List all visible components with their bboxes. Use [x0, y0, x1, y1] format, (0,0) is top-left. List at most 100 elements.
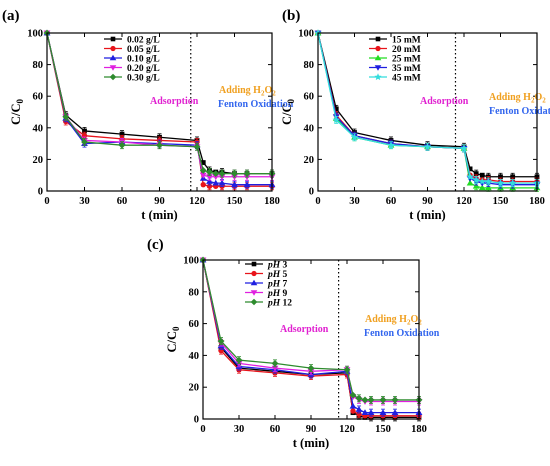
legend-marker [250, 279, 258, 286]
x-tick-label: 150 [227, 196, 243, 207]
annotation-adsorption: Adsorption [420, 96, 469, 107]
data-point [460, 144, 468, 152]
data-point [199, 167, 207, 174]
data-point [200, 181, 206, 188]
data-point [212, 174, 220, 181]
data-point [355, 394, 363, 402]
data-point [199, 172, 207, 179]
legend-label: pH 9 [267, 289, 288, 299]
data-point [243, 170, 251, 178]
plot-frame [46, 32, 273, 192]
x-tick-label: 120 [189, 196, 205, 207]
data-point [379, 409, 387, 416]
legend-marker [251, 270, 257, 277]
data-point [466, 172, 474, 180]
panel-label: (c) [147, 237, 164, 253]
legend-label: 35 mM [392, 64, 421, 74]
data-point [484, 177, 493, 185]
legend-marker [375, 36, 381, 42]
data-point [333, 106, 339, 112]
y-tick-label: 20 [304, 155, 315, 166]
data-point [271, 359, 279, 367]
x-axis-label: t (min) [141, 208, 177, 222]
legend-marker [109, 65, 117, 71]
x-tick-label: 30 [349, 196, 360, 207]
data-point [212, 179, 220, 186]
legend-marker [110, 36, 116, 42]
legend-label: 0.02 g/L [127, 35, 160, 45]
legend-marker [251, 261, 257, 267]
data-point [350, 408, 356, 414]
data-point [391, 409, 399, 416]
x-tick-label: 120 [456, 196, 472, 207]
data-point [467, 166, 473, 172]
legend: 0.02 g/L0.05 g/L0.10 g/L0.20 g/L0.30 g/L [104, 35, 160, 83]
data-point [349, 391, 357, 399]
legend-label: 0.30 g/L [127, 73, 160, 83]
x-tick-label: 0 [315, 196, 320, 207]
x-tick-label: 150 [493, 196, 509, 207]
data-point [361, 409, 369, 416]
legend-marker [374, 65, 382, 71]
data-point [387, 141, 395, 149]
data-point [508, 179, 517, 187]
data-point [119, 131, 125, 137]
data-point [423, 142, 432, 150]
y-tick-label: 100 [183, 256, 199, 267]
legend: pH 3pH 5pH 7pH 9pH 12 [245, 260, 292, 308]
data-point [472, 182, 480, 189]
legend-label: 0.10 g/L [127, 54, 160, 64]
data-point [81, 138, 88, 146]
y-tick-label: 0 [38, 187, 43, 198]
legend-label: 0.20 g/L [127, 64, 160, 74]
y-tick-label: 40 [33, 123, 44, 134]
legend-label: pH 3 [267, 260, 288, 270]
y-tick-label: 80 [304, 60, 315, 71]
legend-label: 0.05 g/L [127, 45, 160, 55]
data-point [367, 409, 375, 416]
x-tick-label: 120 [339, 424, 355, 435]
y-tick-label: 80 [33, 60, 44, 71]
y-tick-label: 60 [304, 92, 315, 103]
data-point [82, 128, 87, 134]
x-tick-label: 60 [386, 196, 397, 207]
chart-panel-2: (b) 0 30 60 90 120 150 180 0 20 40 60 80 100 t (min) C/… [280, 8, 550, 222]
series-1 [200, 257, 422, 422]
legend-marker [250, 298, 258, 306]
x-axis-label: t (min) [409, 208, 445, 222]
plot-frame [317, 32, 538, 192]
panel-label: (a) [2, 8, 20, 24]
legend-marker [109, 73, 117, 81]
x-tick-label: 90 [306, 424, 317, 435]
y-tick-label: 60 [33, 92, 44, 103]
data-point [391, 396, 399, 404]
y-tick-label: 20 [189, 383, 200, 394]
x-axis-label: t (min) [293, 436, 329, 450]
data-point [332, 116, 340, 124]
y-tick-label: 0 [309, 187, 314, 198]
data-point [484, 184, 492, 191]
legend-label: 25 mM [392, 54, 421, 64]
data-point [217, 337, 225, 345]
x-tick-label: 30 [234, 424, 245, 435]
data-point [118, 141, 126, 149]
series-5 [199, 256, 423, 404]
legend-marker [374, 73, 382, 81]
annotation-fenton: Fenton Oxidation [364, 328, 440, 339]
annotation-adding: Adding H2O2 [219, 85, 276, 98]
annotation-adding: Adding H2O2 [365, 314, 422, 327]
x-tick-label: 90 [422, 196, 433, 207]
x-tick-label: 150 [375, 424, 391, 435]
data-point [367, 396, 375, 404]
data-point [472, 176, 480, 184]
data-point [473, 171, 479, 177]
legend-marker [375, 45, 381, 52]
legend-marker [110, 45, 116, 52]
data-point [231, 181, 238, 188]
y-tick-label: 0 [194, 415, 199, 426]
annotation-adsorption: Adsorption [280, 324, 329, 335]
data-point [231, 170, 238, 178]
y-tick-label: 20 [33, 155, 44, 166]
